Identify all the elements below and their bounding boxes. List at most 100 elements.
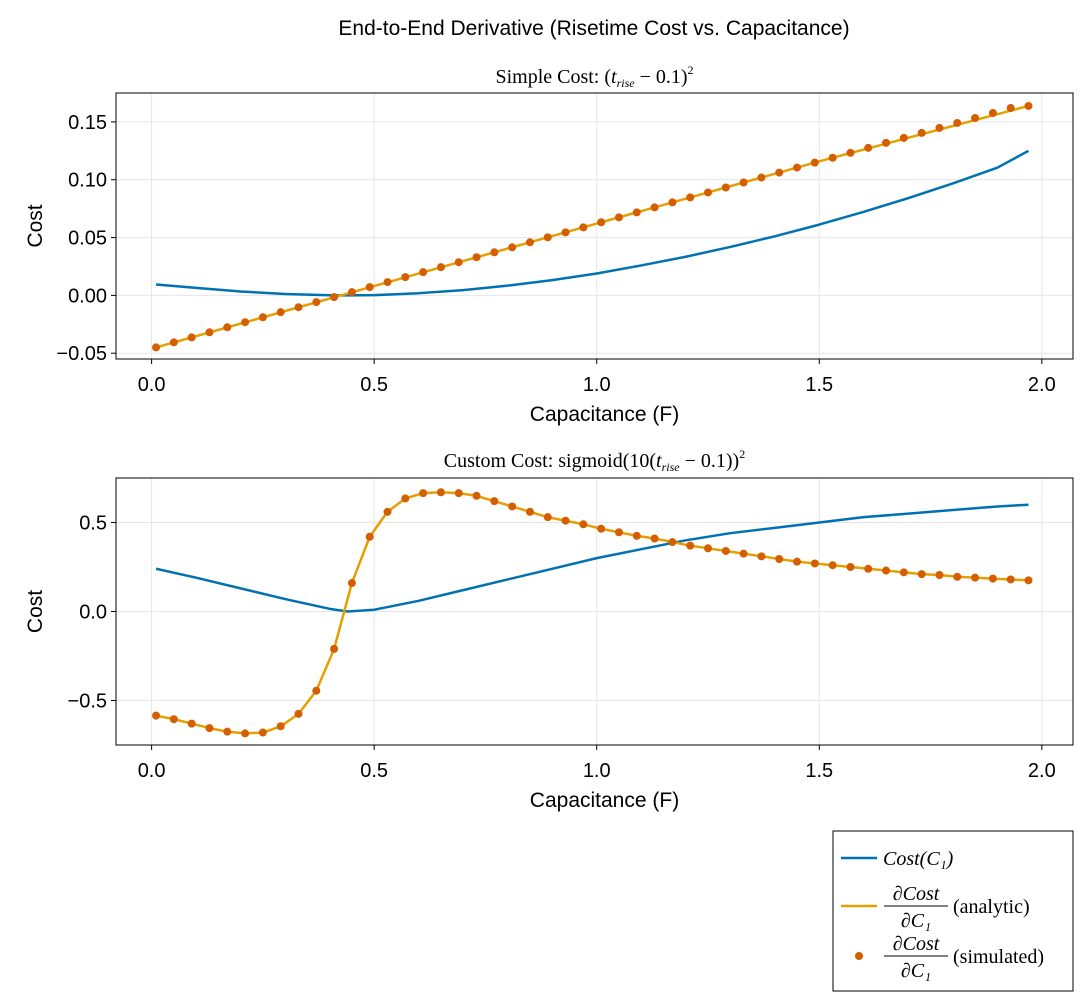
plot-area — [152, 488, 1033, 738]
series-simulated-point — [971, 113, 980, 122]
series-simulated-point — [525, 507, 534, 516]
series-simulated-point — [205, 328, 214, 337]
series-simulated-point — [988, 574, 997, 583]
series-simulated-point — [686, 193, 695, 202]
x-tick-label: 1.0 — [583, 374, 611, 396]
series-simulated-point — [739, 549, 748, 558]
series-simulated-point — [187, 719, 196, 728]
series-simulated-point — [454, 258, 463, 267]
series-simulated-point — [454, 489, 463, 498]
y-axis-label: Cost — [24, 590, 47, 633]
series-simulated-point — [472, 491, 481, 500]
legend-entry-simulated: ∂Cost ∂C₁ (simulated) — [855, 933, 1044, 982]
series-cost-line — [155, 503, 1029, 613]
series-simulated-point — [686, 541, 695, 550]
series-simulated-point — [810, 158, 819, 167]
x-axis-label: Capacitance (F) — [530, 789, 679, 812]
series-simulated-point — [668, 198, 677, 207]
series-simulated-point — [668, 538, 677, 547]
series-simulated-point — [365, 283, 374, 292]
plot-area — [152, 101, 1033, 352]
axes-frame — [115, 92, 1074, 360]
series-simulated-point — [258, 728, 267, 737]
series-simulated-point — [775, 554, 784, 563]
series-simulated-point — [953, 118, 962, 127]
series-simulated-point — [472, 253, 481, 262]
series-simulated-point — [294, 709, 303, 718]
legend-swatch-dot — [855, 952, 863, 960]
series-simulated-point — [917, 128, 926, 137]
series-simulated-point — [508, 502, 517, 511]
series-simulated-point — [793, 557, 802, 566]
panel-2: 0.0 0.5 1.0 1.5 2.0 −0.5 0.0 0.5 Capacitance (F)… — [24, 447, 1074, 812]
series-simulated-point — [953, 572, 962, 581]
series-simulated-point — [294, 303, 303, 312]
series-simulated-point — [757, 173, 766, 182]
legend-label: Cost(C₁) — [883, 848, 954, 870]
y-tick-label: 0.0 — [79, 602, 107, 624]
series-simulated-point — [864, 564, 873, 573]
legend-label-suffix: (analytic) — [953, 896, 1030, 918]
series-simulated-point — [899, 568, 908, 577]
y-tick-label: 0.00 — [68, 285, 107, 307]
series-simulated-point — [1006, 575, 1015, 584]
series-simulated-point — [241, 318, 250, 327]
panels: 0.0 0.5 1.0 1.5 2.0 −0.05 0.00 0.05 0.10 0.15 Capa… — [24, 63, 1074, 812]
series-simulated-point — [401, 273, 410, 282]
legend-entry-analytic: ∂Cost ∂C₁ (analytic) — [841, 883, 1030, 932]
series-simulated-point — [721, 546, 730, 555]
series-simulated-point — [330, 293, 339, 302]
series-simulated-point — [704, 188, 713, 197]
figure-suptitle: End-to-End Derivative (Risetime Cost vs.… — [338, 17, 849, 40]
series-simulated-point — [899, 133, 908, 142]
x-tick-label: 1.5 — [805, 374, 833, 396]
panel-title: Simple Cost: (trise − 0.1)2 — [495, 63, 693, 90]
series-simulated-point — [1024, 576, 1033, 585]
series-simulated-point — [525, 238, 534, 247]
series-simulated-point — [650, 203, 659, 212]
series-simulated-point — [846, 563, 855, 571]
x-tick-label: 2.0 — [1028, 760, 1056, 782]
x-tick-label: 0.0 — [138, 374, 166, 396]
series-simulated-point — [241, 729, 250, 738]
series-simulated-point — [561, 516, 570, 525]
series-simulated-point — [614, 528, 623, 537]
legend: Cost(C₁) ∂Cost∂C₁(analytic)∂Cost∂C₁(simul… — [832, 830, 1074, 992]
series-simulated-point — [169, 338, 178, 347]
series-simulated-point — [419, 489, 428, 498]
x-tick-label: 1.0 — [583, 760, 611, 782]
y-tick-label: 0.10 — [68, 170, 107, 192]
series-analytic-line — [155, 490, 1029, 735]
y-tick-label: 0.5 — [79, 513, 107, 535]
series-simulated-point — [988, 109, 997, 118]
series-simulated-point — [152, 343, 161, 352]
series-simulated-point — [579, 223, 588, 232]
x-tick-label: 1.5 — [805, 760, 833, 782]
series-simulated-point — [864, 143, 873, 152]
series-simulated-point — [436, 263, 445, 272]
panel-title: Custom Cost: sigmoid(10(trise − 0.1))2 — [444, 447, 745, 474]
series-simulated-point — [757, 552, 766, 561]
series-simulated-point — [882, 138, 891, 147]
series-simulated-point — [152, 711, 161, 720]
series-simulated-point — [312, 686, 321, 695]
y-axis-label: Cost — [24, 204, 47, 247]
series-simulated-point — [935, 571, 944, 580]
series-simulated-point — [1024, 101, 1033, 110]
series-simulated-point — [436, 488, 445, 497]
series-simulated-point — [935, 123, 944, 132]
series-simulated-point — [330, 644, 339, 653]
series-simulated-point — [383, 278, 392, 287]
series-simulated-point — [614, 213, 623, 222]
series-simulated-point — [508, 243, 517, 252]
series-simulated-point — [597, 218, 606, 227]
series-simulated-point — [579, 520, 588, 529]
series-simulated-point — [490, 248, 499, 257]
series-simulated-point — [1006, 104, 1015, 113]
series-simulated-point — [276, 722, 285, 731]
legend-label-denominator: ∂C₁ — [901, 960, 931, 982]
series-simulated-point — [597, 524, 606, 533]
series-simulated-point — [543, 513, 552, 522]
series-simulated-point — [632, 531, 641, 540]
legend-entry-cost: Cost(C₁) — [841, 848, 954, 870]
